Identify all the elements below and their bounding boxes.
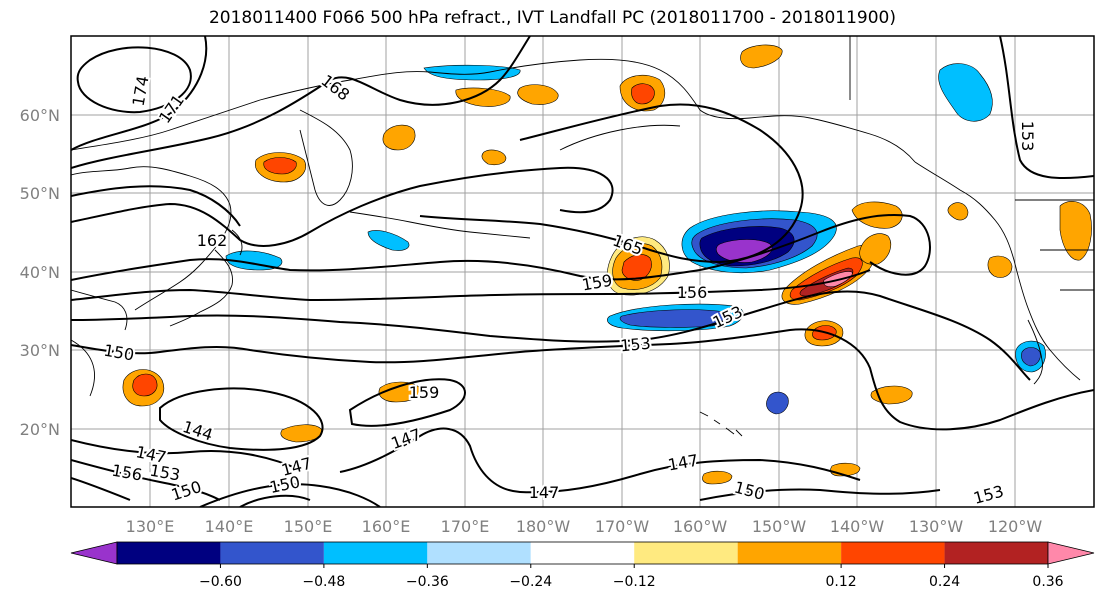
colorbar: −0.60−0.48−0.36−0.24−0.120.120.240.360.4… [70, 541, 1095, 590]
lon-label-140e: 140°E [205, 517, 254, 536]
contour-168 [71, 36, 531, 169]
colorbar-tick-label: 0.36 [1032, 574, 1063, 590]
colorbar-extend-min [70, 541, 118, 565]
lat-label-20n: 20°N [20, 420, 60, 439]
contour-153 [71, 36, 1094, 381]
colorbar-tick-label: −0.36 [406, 574, 449, 590]
lat-label-40n: 40°N [20, 263, 60, 282]
colorbar-cell [220, 542, 324, 564]
contour-147 [71, 427, 861, 494]
colorbar-cell [944, 542, 1048, 564]
lon-label-170w: 170°W [595, 517, 650, 536]
contour-label: 153 [1018, 121, 1037, 152]
colorbar-tick-label: −0.24 [509, 574, 552, 590]
colorbar-cell [737, 542, 842, 564]
lat-label-60n: 60°N [20, 106, 60, 125]
colorbar-tick-label: 0.12 [826, 574, 857, 590]
contour-159b [348, 378, 466, 427]
contour-150 [71, 328, 1094, 501]
longitude-labels: 130°E 140°E 150°E 160°E 170°E 180°W 170°… [126, 517, 1043, 536]
colorbar-tick-label: −0.48 [302, 574, 345, 590]
map-frame [70, 35, 1095, 508]
contour-label: 147 [529, 483, 560, 502]
lon-label-150w: 150°W [752, 517, 807, 536]
colorbar-tick-label: −0.60 [199, 574, 242, 590]
contour-label: 153 [619, 334, 651, 356]
colorbar-tick-label: −0.12 [613, 574, 656, 590]
colorbar-tick-label: 0.24 [929, 574, 960, 590]
colorbar-cell [841, 542, 945, 564]
lon-label-130w: 130°W [909, 517, 964, 536]
lon-label-130e: 130°E [126, 517, 175, 536]
contour-165 [71, 103, 804, 264]
colorbar-cell [117, 542, 221, 564]
height-contours [71, 36, 1094, 507]
lat-label-30n: 30°N [20, 341, 60, 360]
contour-label: 159 [580, 271, 613, 295]
lon-label-160e: 160°E [362, 517, 411, 536]
lon-label-170e: 170°E [441, 517, 490, 536]
lon-label-150e: 150°E [284, 517, 333, 536]
contour-label: 162 [197, 231, 228, 250]
colorbar-extend-max [1047, 541, 1095, 565]
contour-174 [76, 46, 192, 114]
colorbar-cell [530, 542, 635, 564]
lat-label-50n: 50°N [20, 184, 60, 203]
latitude-labels: 60°N 50°N 40°N 30°N 20°N [20, 106, 60, 439]
contour-171 [71, 36, 208, 151]
lon-label-140w: 140°W [830, 517, 885, 536]
contour-label: 159 [409, 383, 440, 402]
lon-label-180w: 180°W [516, 517, 571, 536]
contour-162 [71, 166, 614, 247]
contour-156 [71, 269, 871, 302]
contour-159 [71, 213, 931, 281]
colorbar-cell [634, 542, 738, 564]
contour-label: 156 [677, 283, 708, 302]
colorbar-cell [323, 542, 428, 564]
contour-144 [159, 387, 324, 451]
lon-label-120w: 120°W [988, 517, 1043, 536]
lon-label-160w: 160°W [673, 517, 728, 536]
colorbar-cell [427, 542, 531, 564]
map-title: 2018011400 F066 500 hPa refract., IVT La… [208, 8, 896, 28]
anomaly-shading [122, 44, 1092, 485]
